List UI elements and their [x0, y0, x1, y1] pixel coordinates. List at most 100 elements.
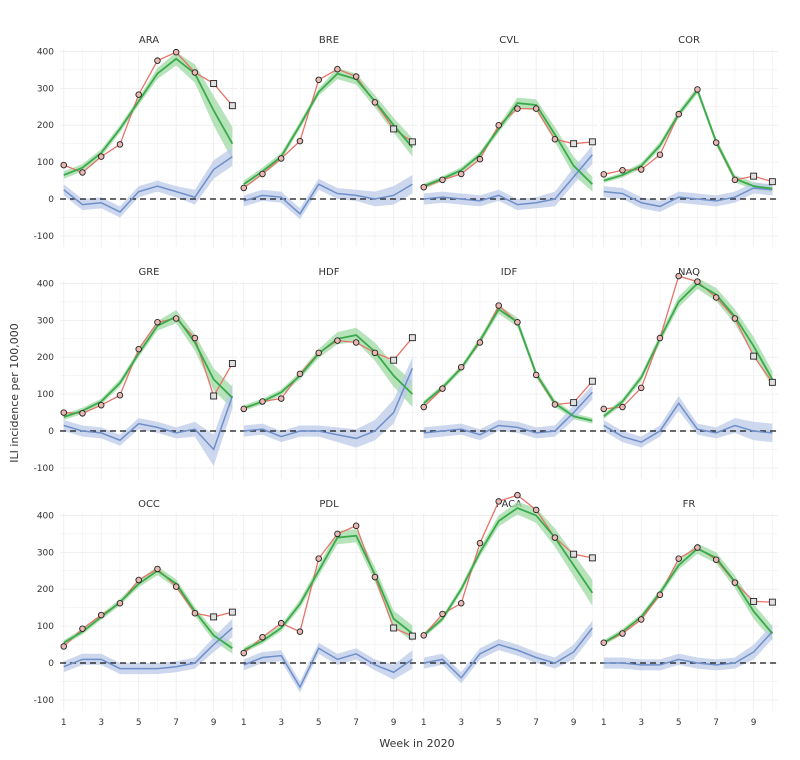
- observed-point: [79, 410, 86, 417]
- residual-line: [603, 187, 773, 208]
- held-out-point: [408, 334, 416, 342]
- observed-point: [277, 395, 285, 402]
- forecast-band: [603, 86, 773, 193]
- observed-point: [191, 69, 199, 76]
- residual-band: [63, 383, 233, 467]
- observed-point: [457, 363, 465, 371]
- held-out-point: [390, 356, 398, 364]
- observed-point: [637, 166, 645, 173]
- panel-cvl: CVL: [420, 35, 598, 247]
- held-out-point: [768, 598, 776, 606]
- observed-point: [712, 139, 720, 146]
- panel-title-fr: FR: [683, 499, 696, 510]
- observed-point: [315, 555, 322, 562]
- observed-point: [79, 625, 86, 632]
- held-out-point: [750, 172, 758, 180]
- y-tick-label: 100: [37, 622, 54, 632]
- observed-line: [63, 568, 233, 647]
- panel-title-ara: ARA: [139, 35, 159, 46]
- observed-point: [495, 302, 502, 309]
- observed-point: [240, 405, 247, 413]
- observed-point: [154, 57, 161, 64]
- observed-point: [420, 183, 427, 191]
- held-out-point: [228, 360, 236, 367]
- observed-point: [352, 522, 360, 530]
- residual-band: [243, 642, 413, 693]
- y-tick-label: 100: [37, 390, 54, 400]
- observed-point: [694, 544, 701, 551]
- observed-point: [637, 384, 645, 392]
- observed-point: [551, 136, 559, 143]
- y-tick-label: 200: [37, 353, 54, 363]
- x-tick-label: 7: [713, 718, 719, 728]
- observed-line: [243, 68, 413, 189]
- residual-band: [63, 618, 233, 675]
- panel-pdl: PDL 1 3 5 7 9: [240, 499, 418, 728]
- held-out-point: [588, 138, 596, 146]
- forecast-band: [243, 529, 413, 653]
- held-out-point: [750, 352, 758, 360]
- observed-point: [135, 576, 142, 584]
- observed-point: [420, 632, 427, 639]
- x-tick-label: 9: [391, 718, 397, 728]
- held-out-point: [228, 102, 236, 110]
- forecast-line: [423, 507, 594, 637]
- observed-point: [694, 86, 701, 93]
- observed-point: [334, 65, 341, 73]
- panel-title-naq: NAQ: [678, 267, 700, 278]
- observed-point: [495, 498, 502, 505]
- held-out-point: [570, 399, 578, 407]
- y-tick-label: 200: [37, 585, 54, 595]
- observed-point: [656, 151, 664, 159]
- forecast-line: [603, 547, 774, 644]
- observed-point: [60, 409, 67, 416]
- held-out-point: [228, 608, 236, 616]
- y-tick-label: 0: [48, 659, 54, 669]
- observed-point: [334, 337, 341, 344]
- panel-title-cvl: CVL: [499, 35, 519, 46]
- residual-band: [423, 384, 593, 441]
- x-tick-label: 3: [278, 718, 284, 728]
- residual-line: [603, 402, 773, 443]
- residual-band: [63, 147, 233, 218]
- x-tick-label: 9: [571, 718, 577, 728]
- panel-bre: BRE: [240, 35, 418, 247]
- held-out-point: [768, 178, 776, 186]
- held-out-point: [750, 597, 758, 605]
- observed-point: [619, 403, 626, 411]
- held-out-point: [210, 80, 218, 87]
- y-tick-label: -100: [34, 464, 55, 474]
- observed-point: [457, 600, 465, 607]
- observed-point: [439, 176, 446, 184]
- observed-point: [154, 318, 161, 326]
- x-tick-label: 9: [211, 718, 217, 728]
- y-tick-label: -100: [34, 696, 55, 706]
- observed-line: [423, 494, 593, 636]
- observed-point: [600, 639, 607, 646]
- panel-occ: OCC -100 0 100 200 300 400 1 3 5 7 9: [34, 499, 238, 728]
- panel-title-pdl: PDL: [319, 499, 339, 510]
- x-tick-label: 7: [533, 718, 539, 728]
- observed-point: [656, 591, 664, 599]
- residual-line: [63, 627, 233, 670]
- x-tick-label: 5: [676, 718, 682, 728]
- x-tick-label: 1: [421, 718, 427, 728]
- observed-point: [371, 99, 379, 106]
- x-tick-label: 1: [601, 718, 607, 728]
- y-tick-label: 100: [37, 158, 54, 168]
- forecast-band: [603, 277, 773, 420]
- observed-point: [79, 169, 86, 176]
- y-tick-label: 200: [37, 121, 54, 131]
- observed-line: [603, 275, 773, 410]
- panel-title-cor: COR: [678, 35, 700, 46]
- observed-point: [60, 161, 67, 169]
- x-tick-label: 1: [241, 718, 247, 728]
- held-out-point: [768, 378, 776, 386]
- observed-point: [731, 315, 739, 322]
- observed-point: [352, 339, 360, 346]
- residual-line: [63, 155, 233, 213]
- panel-hdf: HDF: [240, 267, 418, 479]
- observed-point: [116, 391, 124, 399]
- observed-point: [731, 176, 739, 184]
